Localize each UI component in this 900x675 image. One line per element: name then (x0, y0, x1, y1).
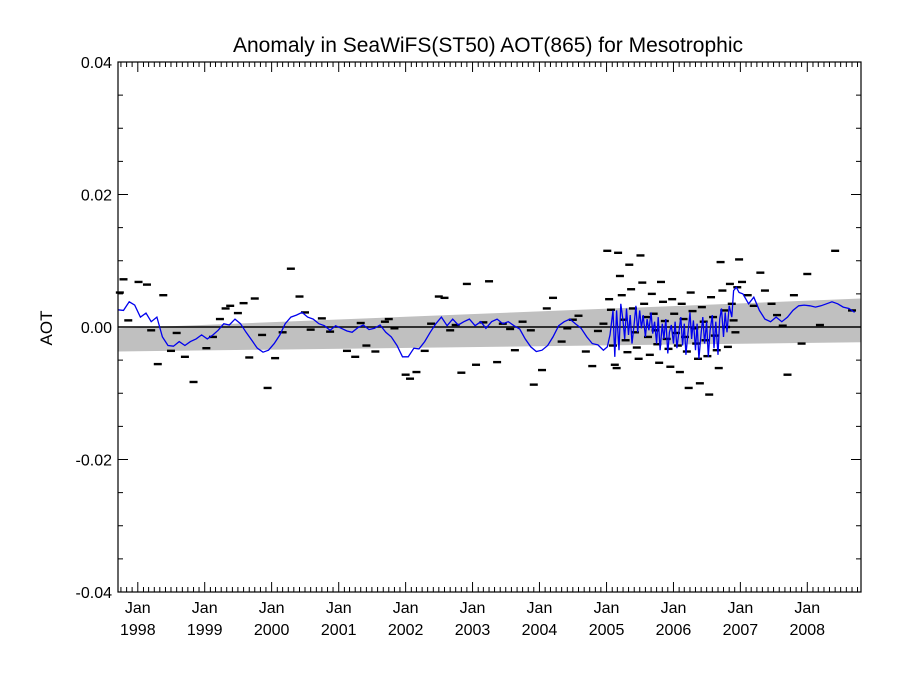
x-tick-year-3: 2001 (321, 622, 357, 639)
x-tick-year-10: 2008 (789, 622, 825, 639)
x-tick-month-6: Jan (527, 600, 553, 617)
x-tick-month-1: Jan (192, 600, 218, 617)
y-tick-label-2: 0.00 (81, 320, 112, 337)
x-tick-month-3: Jan (326, 600, 352, 617)
x-tick-year-1: 1999 (187, 622, 223, 639)
x-tick-month-5: Jan (460, 600, 486, 617)
x-tick-year-0: 1998 (120, 622, 156, 639)
y-tick-label-4: -0.04 (76, 585, 113, 602)
y-tick-label-0: 0.04 (81, 55, 112, 72)
x-tick-month-2: Jan (259, 600, 285, 617)
x-tick-month-0: Jan (125, 600, 151, 617)
x-tick-month-7: Jan (594, 600, 620, 617)
x-tick-month-8: Jan (661, 600, 687, 617)
x-tick-year-7: 2005 (589, 622, 625, 639)
x-tick-month-10: Jan (794, 600, 820, 617)
x-tick-month-9: Jan (727, 600, 753, 617)
y-axis-label: AOT (37, 311, 56, 346)
y-tick-label-1: 0.02 (81, 188, 112, 205)
series-line (117, 286, 855, 359)
x-tick-month-4: Jan (393, 600, 419, 617)
x-tick-year-6: 2004 (522, 622, 558, 639)
chart-title: Anomaly in SeaWiFS(ST50) AOT(865) for Me… (233, 34, 743, 57)
x-tick-year-2: 2000 (254, 622, 290, 639)
x-tick-year-5: 2003 (455, 622, 491, 639)
plot-area: 0.04 0.02 0.00 -0.02 -0.04 Jan 1998 Jan 1999 Jan 2… (76, 55, 862, 639)
x-tick-year-9: 2007 (723, 622, 759, 639)
x-tick-year-8: 2006 (656, 622, 692, 639)
y-tick-label-3: -0.02 (76, 453, 113, 470)
x-tick-year-4: 2002 (388, 622, 424, 639)
